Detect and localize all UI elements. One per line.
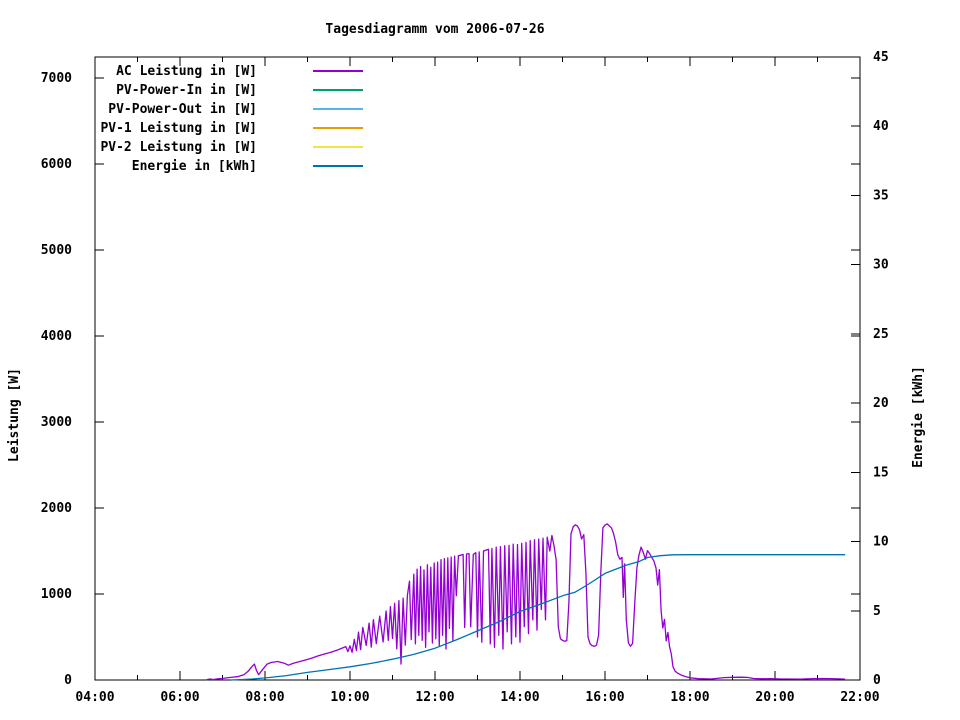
x-tick-label: 10:00 bbox=[330, 690, 369, 705]
y2-tick-label: 35 bbox=[873, 188, 889, 203]
y2-tick-label: 15 bbox=[873, 465, 889, 480]
legend-label-3: PV-1 Leistung in [W] bbox=[100, 121, 257, 136]
series-lines bbox=[206, 523, 846, 681]
y1-tick-label: 2000 bbox=[41, 501, 72, 516]
x-tick-label: 14:00 bbox=[500, 690, 539, 705]
y2-tick-label: 45 bbox=[873, 50, 889, 65]
y2-tick-label: 5 bbox=[873, 604, 881, 619]
y-axis-label-right: Energie [kWh] bbox=[911, 366, 926, 468]
y1-tick-label: 4000 bbox=[41, 329, 72, 344]
y1-tick-label: 5000 bbox=[41, 243, 72, 258]
y2-tick-label: 30 bbox=[873, 258, 889, 273]
y1-tick-label: 3000 bbox=[41, 415, 72, 430]
y2-tick-label: 25 bbox=[873, 327, 889, 342]
y1-tick-label: 6000 bbox=[41, 157, 72, 172]
y2-tick-label: 10 bbox=[873, 535, 889, 550]
x-tick-label: 18:00 bbox=[670, 690, 709, 705]
legend-label-4: PV-2 Leistung in [W] bbox=[100, 140, 257, 155]
legend-label-0: AC Leistung in [W] bbox=[116, 64, 257, 79]
series-line-5 bbox=[230, 554, 846, 681]
legend: AC Leistung in [W] PV-Power-In in [W] PV-P… bbox=[100, 64, 363, 174]
x-tick-label: 06:00 bbox=[160, 690, 199, 705]
y1-tick-label: 0 bbox=[64, 673, 72, 688]
series-line-0 bbox=[206, 523, 846, 681]
legend-label-5: Energie in [kWh] bbox=[132, 159, 257, 174]
y2-tick-label: 20 bbox=[873, 396, 889, 411]
x-tick-label: 20:00 bbox=[755, 690, 794, 705]
y-axis-label-left: Leistung [W] bbox=[7, 368, 22, 462]
x-tick-label: 22:00 bbox=[840, 690, 879, 705]
x-tick-label: 08:00 bbox=[245, 690, 284, 705]
chart-title: Tagesdiagramm vom 2006-07-26 bbox=[325, 22, 544, 37]
y1-tick-label: 7000 bbox=[41, 71, 72, 86]
x-tick-label: 04:00 bbox=[75, 690, 114, 705]
x-tick-label: 16:00 bbox=[585, 690, 624, 705]
x-tick-label: 12:00 bbox=[415, 690, 454, 705]
legend-label-1: PV-Power-In in [W] bbox=[116, 83, 257, 98]
y2-tick-label: 40 bbox=[873, 119, 889, 134]
axes: 04:00 06:00 08:00 10:00 12:00 14:00 16:00 18:00… bbox=[41, 50, 889, 705]
y2-tick-label: 0 bbox=[873, 673, 881, 688]
legend-label-2: PV-Power-Out in [W] bbox=[108, 102, 257, 117]
y1-tick-label: 1000 bbox=[41, 587, 72, 602]
